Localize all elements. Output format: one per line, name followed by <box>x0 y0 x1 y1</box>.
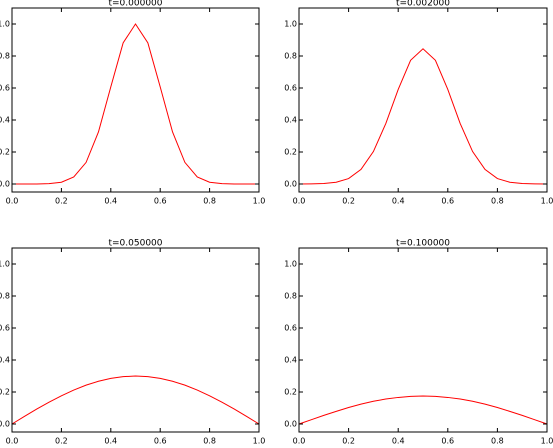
y-tick-label: 0.8 <box>0 52 10 61</box>
y-tick-label: 0.2 <box>0 388 10 397</box>
line <box>298 395 548 425</box>
y-tick-label: 0.8 <box>284 52 297 61</box>
y-tick-label: 0.8 <box>0 292 10 301</box>
line <box>11 375 260 425</box>
chart-title: t=0.002000 <box>396 0 450 9</box>
x-tick-label: 0.0 <box>293 197 306 206</box>
x-tick-label: 0.2 <box>55 437 68 446</box>
x-tick-label: 1.0 <box>541 197 553 206</box>
x-tick-label: 0.8 <box>491 197 504 206</box>
axes-frame <box>298 247 548 433</box>
x-tick-label: 0.0 <box>6 437 19 446</box>
x-tick-label: 0.2 <box>342 437 355 446</box>
x-tick-label: 0.4 <box>104 197 117 206</box>
line <box>12 23 259 185</box>
y-tick-label: 0.4 <box>0 356 10 365</box>
y-tick-label: 0.0 <box>284 420 297 429</box>
y-tick-label: 1.0 <box>0 260 10 269</box>
y-tick-label: 1.0 <box>284 260 297 269</box>
x-tick-label: 1.0 <box>253 197 266 206</box>
x-tick-label: 0.8 <box>203 197 216 206</box>
x-tick-label: 0.6 <box>154 437 167 446</box>
y-tick-label: 0.0 <box>0 180 10 189</box>
x-tick-label: 0.0 <box>293 437 306 446</box>
x-tick-label: 1.0 <box>253 437 266 446</box>
y-tick-label: 0.0 <box>284 180 297 189</box>
y-tick-label: 0.6 <box>284 324 297 333</box>
y-tick-label: 1.0 <box>284 20 297 29</box>
y-tick-label: 1.0 <box>0 20 10 29</box>
y-tick-label: 0.2 <box>284 148 297 157</box>
y-tick-label: 0.2 <box>0 148 10 157</box>
x-tick-label: 0.6 <box>154 197 167 206</box>
axes-frame <box>298 7 548 193</box>
axes-frame <box>11 7 260 193</box>
x-tick-label: 0.4 <box>104 437 117 446</box>
y-tick-label: 0.2 <box>284 388 297 397</box>
x-tick-label: 0.2 <box>342 197 355 206</box>
y-tick-label: 0.4 <box>284 116 297 125</box>
x-tick-label: 1.0 <box>541 437 553 446</box>
y-tick-label: 0.4 <box>284 356 297 365</box>
chart-title: t=0.000000 <box>108 0 162 9</box>
axes-frame <box>11 247 260 433</box>
x-tick-label: 0.8 <box>491 437 504 446</box>
x-tick-label: 0.0 <box>6 197 19 206</box>
x-tick-label: 0.6 <box>441 437 454 446</box>
y-tick-label: 0.6 <box>0 324 10 333</box>
chart-title: t=0.050000 <box>108 239 162 249</box>
x-tick-label: 0.2 <box>55 197 68 206</box>
y-tick-label: 0.8 <box>284 292 297 301</box>
y-tick-label: 0.0 <box>0 420 10 429</box>
line <box>298 48 548 185</box>
x-tick-label: 0.4 <box>392 437 405 446</box>
y-tick-label: 0.6 <box>284 84 297 93</box>
x-tick-label: 0.8 <box>203 437 216 446</box>
chart-title: t=0.100000 <box>396 239 450 249</box>
x-tick-label: 0.6 <box>441 197 454 206</box>
y-tick-label: 0.6 <box>0 84 10 93</box>
x-tick-label: 0.4 <box>392 197 405 206</box>
y-tick-label: 0.4 <box>0 116 10 125</box>
